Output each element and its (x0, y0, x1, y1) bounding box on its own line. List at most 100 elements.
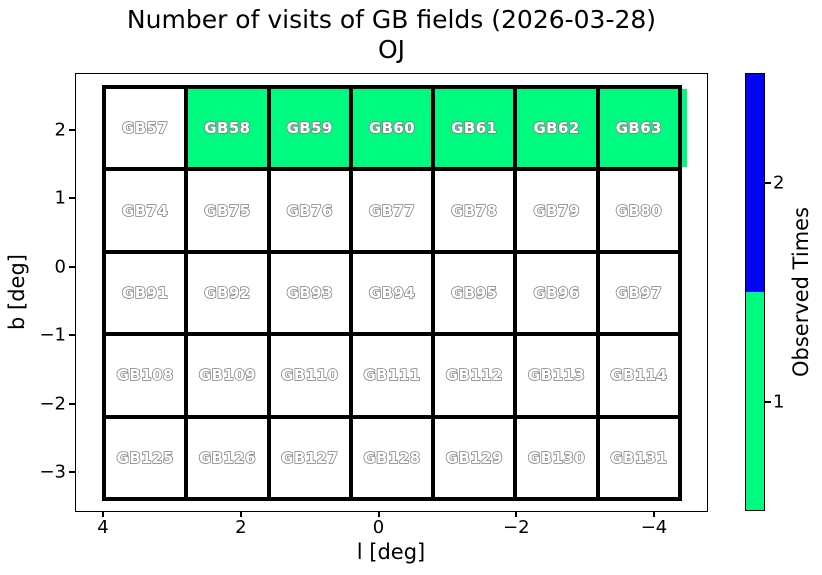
field-cell-gb108: GB108 (106, 336, 185, 415)
field-cell-gb91: GB91 (106, 253, 185, 333)
field-cell-gb109: GB109 (188, 336, 267, 415)
chart-subtitle: OJ (377, 35, 406, 64)
field-label: GB128 (363, 448, 421, 468)
field-label: GB110 (280, 366, 339, 386)
x-axis-tick-label: −4 (640, 517, 668, 538)
field-cell-gb129: GB129 (435, 418, 514, 497)
field-label: GB109 (198, 366, 256, 386)
x-axis-tick-mark (239, 511, 242, 517)
field-label: GB61 (450, 118, 498, 138)
colorbar-tick-label: 2 (773, 172, 785, 193)
field-cell-gb76: GB76 (270, 171, 349, 250)
field-cell-gb113: GB113 (517, 336, 596, 415)
field-label: GB91 (121, 283, 169, 303)
colorbar-label: Observed Times (789, 206, 813, 378)
field-cell-gb60: GB60 (352, 89, 432, 168)
field-cell-gb130: GB130 (517, 418, 596, 497)
y-axis-tick-mark (69, 197, 75, 200)
field-cell-gb78: GB78 (435, 171, 514, 250)
field-cell-gb127: GB127 (270, 418, 349, 497)
y-axis-tick-mark (69, 471, 75, 473)
field-label: GB95 (450, 283, 498, 303)
field-cell-gb96: GB96 (517, 253, 596, 333)
y-axis-tick-mark (69, 402, 75, 405)
y-axis-tick-label: 2 (54, 119, 66, 141)
field-cell-gb59: GB59 (270, 89, 349, 168)
y-axis-label: b [deg] (5, 254, 29, 330)
field-label: GB57 (121, 118, 169, 138)
x-axis-tick-label: 4 (97, 517, 109, 538)
field-label: GB94 (368, 283, 416, 303)
field-label: GB74 (121, 201, 169, 221)
field-label: GB114 (610, 366, 668, 386)
colorbar-tick-label: 1 (773, 391, 785, 412)
field-cell-gb62: GB62 (517, 89, 596, 168)
field-label: GB59 (286, 118, 333, 138)
field-cell-gb114: GB114 (599, 336, 678, 415)
colorbar-segment-2 (746, 74, 764, 292)
field-label: GB131 (610, 448, 668, 468)
field-label: GB75 (204, 201, 251, 221)
field-cell-gb111: GB111 (352, 336, 432, 415)
colorbar-tick-mark (765, 400, 771, 403)
field-cell-gb77: GB77 (352, 171, 432, 250)
title-block: Number of visits of GB fields (2026-03-2… (75, 4, 708, 64)
field-cell-gb131: GB131 (599, 418, 678, 497)
field-label: GB113 (527, 366, 586, 386)
field-label: GB130 (527, 448, 586, 468)
field-label: GB93 (286, 283, 333, 303)
field-label: GB129 (445, 448, 503, 468)
x-axis-tick-mark (377, 511, 380, 517)
field-label: GB78 (450, 201, 498, 221)
x-axis-tick-mark (102, 511, 104, 517)
field-label: GB60 (368, 118, 416, 138)
field-cell-gb75: GB75 (188, 171, 267, 250)
colorbar-segment-1 (746, 292, 764, 510)
field-cell-gb112: GB112 (435, 336, 514, 415)
field-label: GB79 (533, 201, 580, 221)
field-label: GB80 (615, 201, 662, 221)
x-axis-tick-label: −2 (503, 517, 530, 538)
chart-title: Number of visits of GB fields (2026-03-2… (126, 5, 657, 34)
x-axis-tick-label: 0 (372, 517, 385, 538)
field-cell-gb58: GB58 (188, 89, 267, 168)
colorbar-tick-mark (765, 181, 771, 184)
field-cell-gb79: GB79 (517, 171, 596, 250)
field-cell-gb57: GB57 (106, 89, 185, 168)
y-axis-tick-mark (69, 265, 75, 268)
mesh-overflow-strip (682, 89, 687, 167)
field-cell-gb80: GB80 (599, 171, 678, 250)
field-label: GB77 (368, 201, 416, 221)
field-label: GB126 (198, 448, 256, 468)
field-cell-gb126: GB126 (188, 418, 267, 497)
field-label: GB111 (363, 366, 421, 386)
field-label: GB108 (116, 366, 174, 386)
y-axis-tick-label: 0 (54, 256, 66, 278)
field-label: GB92 (204, 283, 251, 303)
y-axis-tick-mark (69, 129, 75, 131)
x-axis-tick-label: 2 (235, 517, 247, 538)
y-axis-tick-label: −3 (39, 461, 66, 483)
x-axis-tick-mark (515, 511, 518, 517)
x-axis-label: l [deg] (356, 540, 426, 564)
colorbar (745, 73, 765, 511)
y-axis-tick-mark (69, 334, 75, 337)
field-cell-gb74: GB74 (106, 171, 185, 250)
field-label: GB112 (445, 366, 503, 386)
y-axis-tick-label: 1 (54, 187, 66, 209)
field-cell-gb61: GB61 (435, 89, 514, 168)
field-grid: GB57 GB58 GB59 GB60 GB61 GB62 GB63 GB74 GB75 GB76… (102, 85, 682, 501)
field-cell-gb94: GB94 (352, 253, 432, 333)
field-label: GB127 (280, 448, 339, 468)
x-axis-tick-mark (653, 511, 655, 517)
field-label: GB63 (615, 118, 662, 138)
field-cell-gb63: GB63 (599, 89, 678, 168)
y-axis-tick-label: −2 (39, 393, 66, 415)
field-cell-gb110: GB110 (270, 336, 349, 415)
field-cell-gb97: GB97 (599, 253, 678, 333)
field-label: GB97 (615, 283, 662, 303)
field-cell-gb125: GB125 (106, 418, 185, 497)
field-label: GB96 (533, 283, 580, 303)
field-label: GB58 (204, 118, 251, 138)
